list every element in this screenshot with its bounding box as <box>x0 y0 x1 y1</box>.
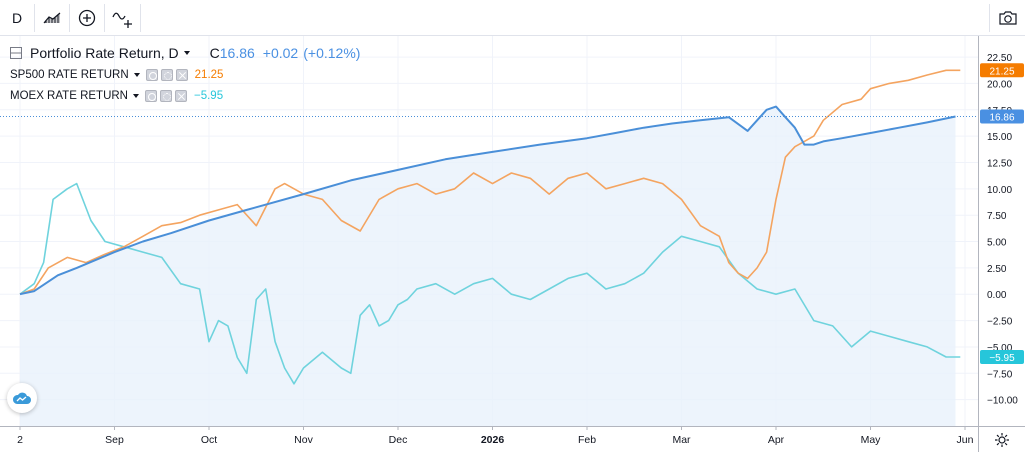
main-series-legend: Portfolio Rate Return, D C 16.86 +0.02 (… <box>10 42 360 64</box>
chevron-down-icon[interactable] <box>133 93 139 98</box>
snapshot-button[interactable] <box>990 0 1025 36</box>
compare-button[interactable] <box>70 0 104 36</box>
brand-logo[interactable] <box>7 383 37 413</box>
time-scale[interactable] <box>0 426 978 452</box>
moex-price-badge <box>980 349 1024 364</box>
sp500-price-badge-label: 21.25 <box>989 66 1014 77</box>
x-tick-label: Apr <box>768 434 785 446</box>
gear-icon <box>995 432 1009 447</box>
toolbar-divider <box>104 4 105 32</box>
x-tick-label: Nov <box>294 434 313 446</box>
moex-legend: MOEX RATE RETURN −5.95 <box>10 85 360 106</box>
chart-legend: Portfolio Rate Return, D C 16.86 +0.02 (… <box>10 42 360 106</box>
x-tick-label: May <box>861 434 882 446</box>
y-tick-label: 7.50 <box>987 211 1007 222</box>
cloud-chart-icon <box>12 392 31 404</box>
x-tick-label: Dec <box>389 434 408 446</box>
x-tick-label: Sep <box>105 434 124 446</box>
y-tick-label: 15.00 <box>987 132 1012 143</box>
compare-plus-icon <box>78 9 96 27</box>
sp500-legend-label[interactable]: SP500 RATE RETURN <box>10 68 129 81</box>
close-icon[interactable] <box>175 89 187 102</box>
main-change-value: +0.02 <box>262 45 299 61</box>
close-icon[interactable] <box>175 68 188 81</box>
x-tick-label: 2026 <box>481 434 505 446</box>
indicators-icon <box>112 12 132 28</box>
x-tick-label: Jun <box>957 434 974 446</box>
top-toolbar: D <box>0 0 1025 36</box>
x-tick-label: Oct <box>201 434 217 446</box>
y-tick-label: 0.00 <box>987 290 1007 301</box>
close-prefix: C <box>209 45 220 61</box>
interval-button[interactable]: D <box>0 0 34 36</box>
main-series-title[interactable]: Portfolio Rate Return, D <box>30 45 179 61</box>
chevron-down-icon[interactable] <box>183 51 190 55</box>
y-tick-label: −5.00 <box>987 343 1013 354</box>
toolbar-divider <box>34 4 35 32</box>
y-tick-label: 2.50 <box>987 264 1007 275</box>
chart-plot[interactable]: 22.5020.0017.5015.0012.5010.007.505.002.… <box>0 36 1025 452</box>
chevron-down-icon[interactable] <box>133 72 140 77</box>
moex-price-badge-label: −5.95 <box>989 353 1015 364</box>
y-tick-label: 22.50 <box>987 53 1012 64</box>
sp500-price-badge <box>980 63 1024 78</box>
portfolio-series-line <box>19 105 956 296</box>
scale-settings-button[interactable] <box>978 426 1025 452</box>
main-change-percent: (+0.12%) <box>303 45 361 61</box>
y-tick-label: −10.00 <box>987 396 1018 407</box>
y-tick-label: 5.00 <box>987 238 1007 249</box>
toolbar-divider <box>989 4 990 32</box>
moex-legend-value: −5.95 <box>194 89 224 102</box>
bar-style-button[interactable] <box>35 0 69 36</box>
y-tick-label: −7.50 <box>987 369 1013 380</box>
y-tick-label: 10.00 <box>987 185 1012 196</box>
y-tick-label: 12.50 <box>987 158 1012 169</box>
x-tick-label: Mar <box>672 434 691 446</box>
moex-series-line <box>19 182 961 385</box>
moex-legend-label[interactable]: MOEX RATE RETURN <box>10 89 128 102</box>
indicators-button[interactable] <box>106 0 140 36</box>
eye-icon[interactable] <box>145 89 157 102</box>
portfolio-area-fill <box>20 106 956 426</box>
main-close-value: 16.86 <box>219 45 255 61</box>
x-tick-label: 2 <box>17 434 23 446</box>
gear-icon[interactable] <box>160 68 173 81</box>
bar-style-icon <box>43 12 61 24</box>
y-tick-label: 20.00 <box>987 79 1012 90</box>
portfolio-price-badge <box>980 109 1024 124</box>
toolbar-divider <box>69 4 70 32</box>
x-tick-label: Feb <box>578 434 596 446</box>
series-collapse-icon[interactable] <box>10 47 22 59</box>
portfolio-price-badge-label: 16.86 <box>989 113 1014 124</box>
sp500-legend: SP500 RATE RETURN 21.25 <box>10 64 360 85</box>
interval-label: D <box>11 10 23 26</box>
gear-icon[interactable] <box>160 89 172 102</box>
y-tick-label: −2.50 <box>987 317 1013 328</box>
camera-icon <box>998 11 1017 25</box>
eye-icon[interactable] <box>145 68 158 81</box>
sp500-legend-value: 21.25 <box>194 68 224 81</box>
toolbar-divider <box>140 4 141 32</box>
sp500-series-line <box>19 69 961 295</box>
price-scale[interactable] <box>978 36 1025 426</box>
